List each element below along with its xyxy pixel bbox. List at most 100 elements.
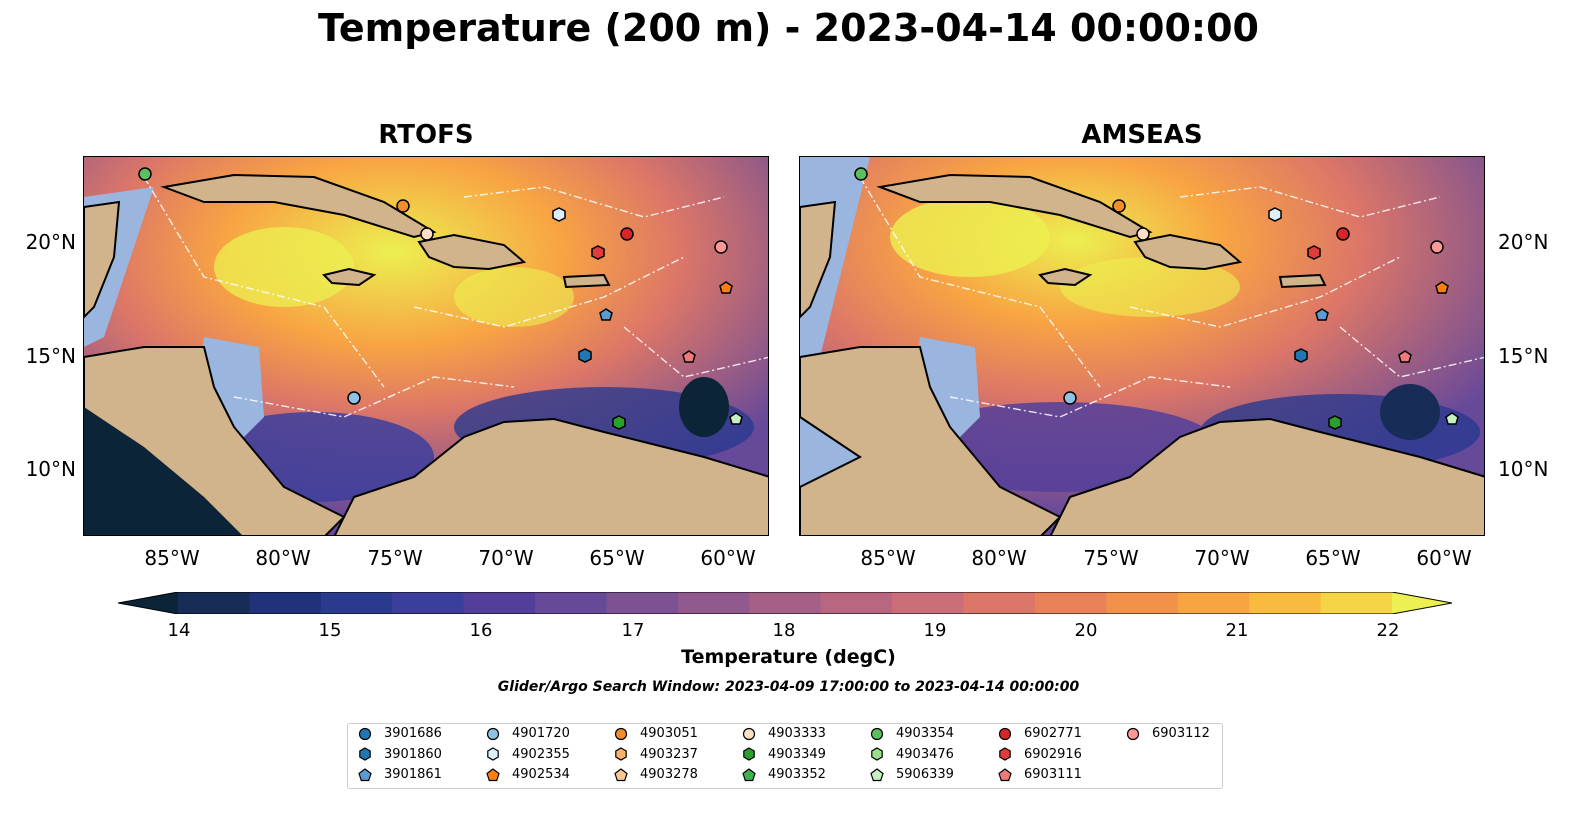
colorbar-tick-16: 16 <box>469 620 493 641</box>
colorbar-tick-20: 20 <box>1074 620 1098 641</box>
colorbar-segment <box>463 592 536 614</box>
panel-title-amseas: AMSEAS <box>1081 120 1203 150</box>
panel-title-rtofs: RTOFS <box>378 120 474 150</box>
colorbar-tick-18: 18 <box>772 620 796 641</box>
map-rtofs-canvas <box>84 157 768 535</box>
circle-marker-icon <box>614 727 628 740</box>
colorbar-segment <box>249 592 322 614</box>
legend-item-label: 6903111 <box>1024 767 1082 782</box>
legend-item-label: 3901860 <box>384 746 442 762</box>
legend-item-label: 4903051 <box>640 726 698 741</box>
colorbar-segment <box>1034 592 1107 614</box>
search-window-caption: Glider/Argo Search Window: 2023-04-09 17… <box>497 679 1080 695</box>
colorbar-extend-low <box>118 592 178 614</box>
lon-tick-left-60w: 60°W <box>700 546 756 570</box>
pentagon-marker-icon <box>998 767 1012 781</box>
legend-item-label: 5906339 <box>896 767 954 782</box>
legend-item-label: 4903278 <box>640 767 698 782</box>
hexagon-marker-icon <box>871 747 883 761</box>
lat-tick-left-20n: 20°N <box>25 230 76 254</box>
circle-marker-icon <box>1126 727 1140 740</box>
pentagon-marker-icon <box>742 767 756 781</box>
lat-tick-left-15n: 15°N <box>25 344 76 368</box>
legend-item-label: 6902916 <box>1024 746 1082 762</box>
colorbar-segment <box>892 592 965 614</box>
pentagon-marker-icon <box>870 767 884 781</box>
lon-tick-right-65w: 65°W <box>1305 546 1361 570</box>
legend-item: 4903237 <box>614 747 698 762</box>
colorbar-extend-high <box>1392 592 1452 614</box>
hexagon-marker-icon <box>999 747 1011 761</box>
colorbar-segment <box>392 592 465 614</box>
lon-tick-left-80w: 80°W <box>255 546 311 570</box>
lon-tick-left-75w: 75°W <box>367 546 423 570</box>
colorbar-tick-15: 15 <box>318 620 342 641</box>
legend-item: 4902355 <box>486 747 570 762</box>
legend-item: 4903051 <box>614 726 698 741</box>
colorbar-segment <box>749 592 822 614</box>
legend-item: 4903352 <box>742 767 826 782</box>
legend-item-label: 4903237 <box>640 746 698 762</box>
lat-tick-right-10n: 10°N <box>1498 457 1549 481</box>
legend-item: 3901860 <box>358 747 442 762</box>
colorbar-segment <box>1177 592 1250 614</box>
circle-marker-icon <box>358 727 372 740</box>
circle-marker-icon <box>870 727 884 740</box>
colorbar-label: Temperature (degC) <box>681 646 896 668</box>
legend-item: 6902916 <box>998 747 1082 762</box>
legend-item: 4901720 <box>486 726 570 741</box>
figure-title: Temperature (200 m) - 2023-04-14 00:00:0… <box>317 6 1259 50</box>
pentagon-marker-icon <box>614 767 628 781</box>
pentagon-marker-icon <box>486 767 500 781</box>
colorbar-segment <box>535 592 608 614</box>
legend-item: 6903112 <box>1126 726 1210 741</box>
colorbar-segment <box>963 592 1036 614</box>
lon-tick-right-80w: 80°W <box>971 546 1027 570</box>
lon-tick-left-85w: 85°W <box>144 546 200 570</box>
colorbar-tick-21: 21 <box>1225 620 1249 641</box>
lat-tick-left-10n: 10°N <box>25 457 76 481</box>
legend-item: 6903111 <box>998 767 1082 782</box>
colorbar-tick-17: 17 <box>621 620 645 641</box>
legend-item: 5906339 <box>870 767 954 782</box>
hexagon-marker-icon <box>743 747 755 761</box>
colorbar-tick-19: 19 <box>923 620 947 641</box>
legend-item-label: 4901720 <box>512 726 570 741</box>
lon-tick-right-70w: 70°W <box>1194 546 1250 570</box>
colorbar-tick-22: 22 <box>1376 620 1400 641</box>
legend-item: 6902771 <box>998 726 1082 741</box>
colorbar-segment <box>677 592 750 614</box>
legend-item: 4903278 <box>614 767 698 782</box>
lon-tick-left-70w: 70°W <box>478 546 534 570</box>
legend-item-label: 4903333 <box>768 726 826 741</box>
legend-item: 4903476 <box>870 747 954 762</box>
lon-tick-right-75w: 75°W <box>1083 546 1139 570</box>
legend-item-label: 4903476 <box>896 746 954 762</box>
legend-item: 4903354 <box>870 726 954 741</box>
circle-marker-icon <box>742 727 756 740</box>
map-rtofs <box>83 156 769 536</box>
colorbar-segment <box>320 592 393 614</box>
map-amseas-canvas <box>800 157 1484 535</box>
hexagon-marker-icon <box>615 747 627 761</box>
legend-item-label: 6902771 <box>1024 726 1082 741</box>
colorbar-segment <box>606 592 679 614</box>
colorbar-segment <box>1106 592 1179 614</box>
lon-tick-left-65w: 65°W <box>589 546 645 570</box>
colorbar-segment <box>820 592 893 614</box>
lat-tick-right-15n: 15°N <box>1498 344 1549 368</box>
legend-item-label: 4903349 <box>768 746 826 762</box>
map-amseas <box>799 156 1485 536</box>
colorbar <box>118 592 1452 614</box>
lat-tick-right-20n: 20°N <box>1498 230 1549 254</box>
hexagon-marker-icon <box>487 747 499 761</box>
circle-marker-icon <box>998 727 1012 740</box>
lon-tick-right-60w: 60°W <box>1416 546 1472 570</box>
legend-item-label: 4902355 <box>512 746 570 762</box>
colorbar-segment <box>1249 592 1322 614</box>
pentagon-marker-icon <box>358 767 372 781</box>
legend-item-label: 4903352 <box>768 767 826 782</box>
legend-item: 4902534 <box>486 767 570 782</box>
circle-marker-icon <box>486 727 500 740</box>
legend-item-label: 4902534 <box>512 767 570 782</box>
